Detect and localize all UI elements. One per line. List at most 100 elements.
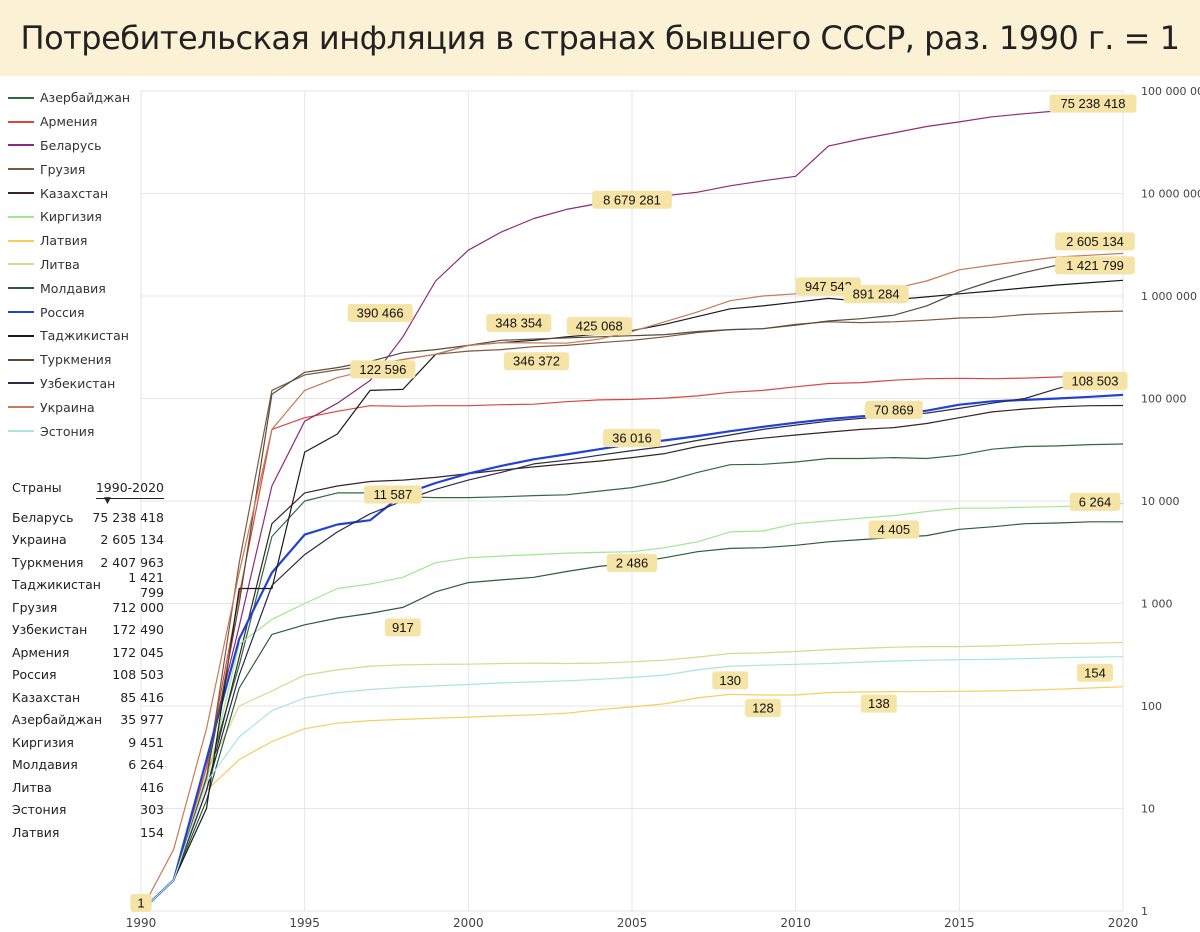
legend-item[interactable]: Казахстан (8, 181, 133, 205)
table-col-countries[interactable]: Страны (12, 480, 62, 495)
data-label-text: 154 (1084, 665, 1106, 680)
legend-swatch (8, 96, 34, 99)
data-label-text: 4 405 (878, 522, 911, 537)
legend-label: Литва (40, 256, 80, 272)
legend-label: Туркмения (40, 352, 112, 368)
data-label-text: 8 679 281 (603, 192, 661, 207)
series-line-Армения (140, 373, 1124, 912)
data-label-text: 1 (137, 896, 144, 911)
table-cell-country: Украина (12, 532, 67, 548)
legend-label: Россия (40, 304, 85, 320)
data-label-bg (1077, 663, 1113, 682)
legend-label: Киргизия (40, 209, 102, 225)
data-label: 2 486 (606, 553, 658, 572)
data-label-text: 891 284 (853, 287, 900, 302)
table-row[interactable]: Киргизия 9 451 (12, 731, 172, 754)
data-label-bg (603, 428, 661, 447)
legend-item[interactable]: Таджикистан (8, 324, 133, 348)
legend-item[interactable]: Азербайджан (8, 86, 133, 110)
legend-item[interactable]: Армения (8, 110, 133, 134)
data-label: 122 596 (350, 360, 416, 379)
table-cell-country: Грузия (12, 599, 58, 615)
legend-label: Грузия (40, 161, 86, 177)
data-label-bg (1069, 492, 1121, 511)
legend-swatch (8, 334, 34, 337)
x-tick-label: 2015 (944, 916, 975, 930)
table-cell-value: 9 451 (128, 734, 164, 750)
table-row[interactable]: Украина 2 605 134 (12, 529, 172, 552)
data-label-bg (864, 400, 923, 419)
x-tick-label: 1990 (126, 916, 157, 930)
table-row[interactable]: Эстония 303 (12, 799, 172, 822)
data-label: 128 (744, 699, 781, 718)
legend-swatch (8, 263, 34, 266)
data-label-bg (503, 352, 570, 371)
table-row[interactable]: Казахстан 85 416 (12, 686, 172, 709)
legend-swatch (8, 287, 34, 290)
data-label: 346 372 (503, 352, 570, 371)
data-label-text: 130 (719, 673, 741, 688)
table-col-period[interactable]: 1990-2020 (95, 480, 164, 499)
table-cell-value: 2 407 963 (100, 554, 164, 570)
data-label-bg (592, 190, 672, 209)
y-tick-label: 1 (1141, 905, 1148, 918)
x-tick-label: 2000 (453, 916, 484, 930)
table-cell-country: Армения (12, 644, 70, 660)
legend-item[interactable]: Киргизия (8, 205, 133, 229)
legend-item[interactable]: Латвия (8, 229, 133, 253)
series-line-Казахстан (140, 404, 1124, 912)
table-cell-country: Молдавия (12, 757, 78, 773)
table-cell-value: 712 000 (112, 599, 164, 615)
data-label: 390 466 (347, 303, 413, 322)
data-label-text: 2 605 134 (1066, 234, 1124, 249)
legend-label: Казахстан (40, 185, 109, 201)
table-cell-value: 85 416 (120, 689, 164, 705)
data-label-text: 390 466 (357, 305, 404, 320)
table-cell-country: Туркмения (12, 554, 84, 570)
legend-label: Беларусь (40, 137, 102, 153)
table-cell-value: 108 503 (112, 667, 164, 683)
table-row[interactable]: Россия 108 503 (12, 664, 172, 687)
data-label: 130 (712, 671, 749, 690)
data-label-bg (486, 313, 552, 332)
data-label: 70 869 (864, 400, 923, 419)
legend-item[interactable]: Узбекистан (8, 372, 133, 396)
data-label-text: 108 503 (1072, 373, 1119, 388)
legend-swatch (8, 382, 34, 385)
table-row[interactable]: Азербайджан 35 977 (12, 709, 172, 732)
table-cell-country: Казахстан (12, 689, 81, 705)
table-row[interactable]: Беларусь 75 238 418 (12, 506, 172, 529)
table-row[interactable]: Туркмения 2 407 963 (12, 551, 172, 574)
sort-desc-icon[interactable]: ▼ (104, 496, 111, 506)
y-tick-label: 10 000 (1141, 495, 1180, 508)
data-label: 154 (1077, 663, 1113, 682)
values-table: Страны 1990-2020 ▼ Беларусь 75 238 418 Укр… (12, 480, 172, 844)
table-row[interactable]: Латвия 154 (12, 821, 172, 844)
table-row[interactable]: Литва 416 (12, 776, 172, 799)
table-row[interactable]: Узбекистан 172 490 (12, 619, 172, 642)
legend-item[interactable]: Молдавия (8, 276, 133, 300)
data-label-text: 348 354 (495, 315, 542, 330)
data-label-bg (843, 285, 909, 304)
series-line-Литва (140, 641, 1124, 912)
data-label: 36 016 (603, 428, 661, 447)
legend-swatch (8, 144, 34, 147)
data-label-bg (868, 520, 920, 539)
data-label: 75 238 418 (1049, 94, 1137, 113)
table-cell-country: Киргизия (12, 734, 74, 750)
legend-item[interactable]: Туркмения (8, 348, 133, 372)
data-labels: 1 75 238 418 8 679 281 2 605 134 1 421 799 94… (130, 94, 1137, 912)
table-row[interactable]: Молдавия 6 264 (12, 754, 172, 777)
table-row[interactable]: Таджикистан 1 421 799 (12, 570, 172, 600)
legend-item[interactable]: Грузия (8, 157, 133, 181)
table-row[interactable]: Грузия 712 000 (12, 596, 172, 619)
table-row[interactable]: Армения 172 045 (12, 641, 172, 664)
series-line-Эстония (140, 656, 1124, 912)
data-label-text: 346 372 (513, 354, 560, 369)
legend-item[interactable]: Россия (8, 300, 133, 324)
legend-item[interactable]: Украина (8, 395, 133, 419)
legend-item[interactable]: Литва (8, 253, 133, 277)
legend-item[interactable]: Эстония (8, 419, 133, 443)
legend-item[interactable]: Беларусь (8, 134, 133, 158)
